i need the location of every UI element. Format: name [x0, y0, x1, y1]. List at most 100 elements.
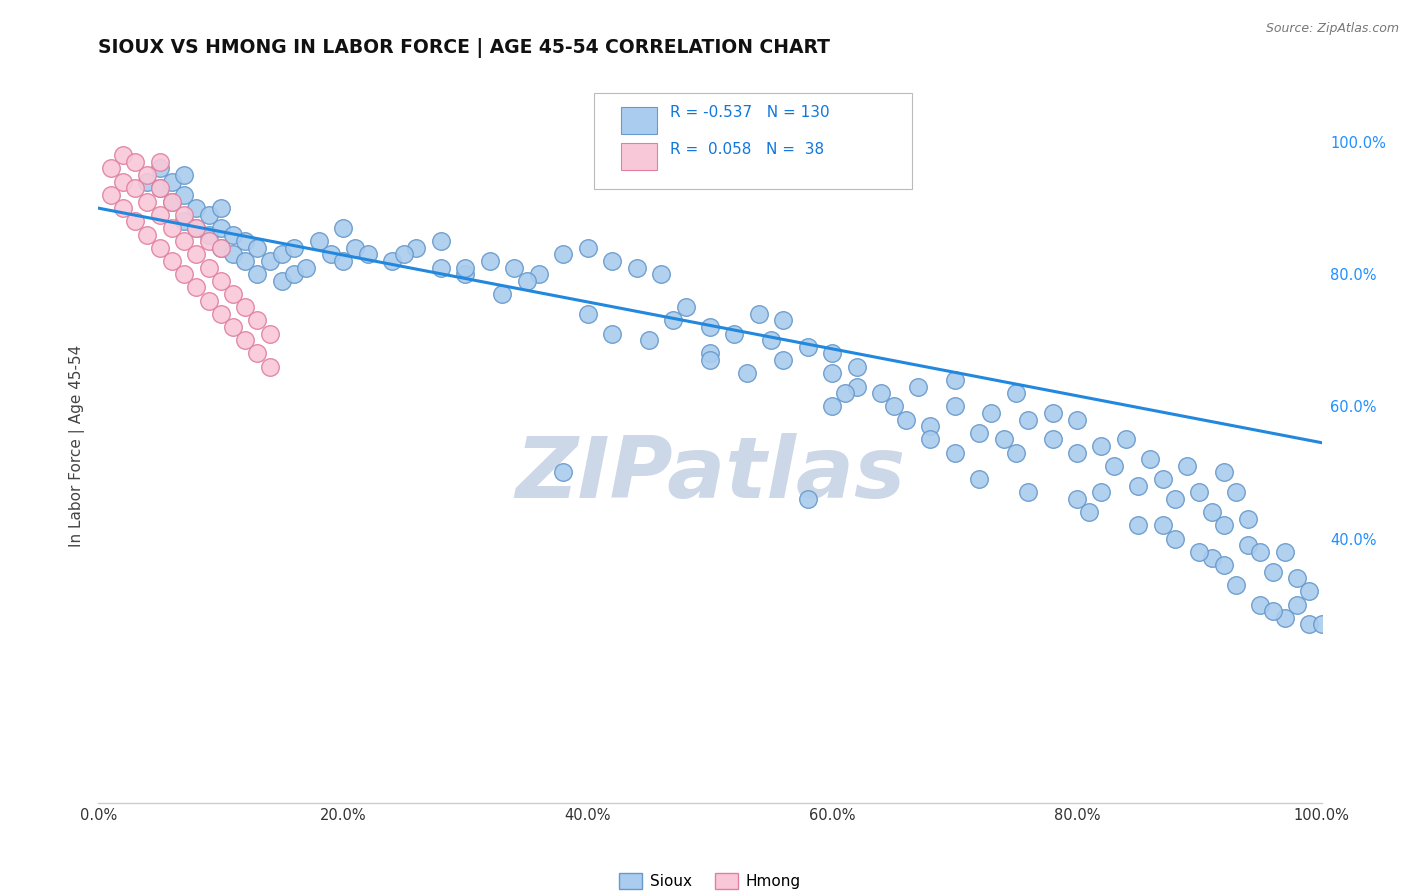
Point: [197, 293, 219, 308]
Point: [233, 333, 256, 347]
Point: [1164, 532, 1187, 546]
Point: [967, 472, 990, 486]
Point: [149, 154, 172, 169]
Point: [186, 201, 208, 215]
Point: [259, 359, 281, 374]
Point: [1017, 412, 1039, 426]
Point: [186, 280, 208, 294]
Point: [124, 154, 146, 169]
Point: [527, 267, 550, 281]
Point: [149, 241, 172, 255]
Point: [553, 247, 575, 261]
Point: [173, 168, 195, 182]
Point: [772, 313, 794, 327]
Point: [699, 320, 721, 334]
Point: [1175, 458, 1198, 473]
Point: [1212, 558, 1234, 572]
Point: [662, 313, 685, 327]
Point: [1115, 433, 1137, 447]
Point: [233, 300, 256, 314]
Point: [209, 241, 232, 255]
Point: [430, 234, 453, 248]
Point: [100, 161, 122, 176]
Point: [233, 254, 256, 268]
Point: [1152, 518, 1174, 533]
Point: [160, 221, 183, 235]
Y-axis label: In Labor Force | Age 45-54: In Labor Force | Age 45-54: [69, 345, 84, 547]
Point: [515, 274, 537, 288]
Point: [454, 260, 477, 275]
Point: [197, 208, 219, 222]
Point: [124, 181, 146, 195]
Point: [160, 194, 183, 209]
Point: [943, 373, 966, 387]
Point: [136, 194, 159, 209]
Point: [209, 221, 232, 235]
Point: [1139, 452, 1161, 467]
Bar: [620, 107, 658, 134]
Point: [675, 300, 697, 314]
Point: [136, 227, 159, 242]
Point: [920, 419, 942, 434]
Point: [209, 241, 232, 255]
Point: [173, 214, 195, 228]
Point: [980, 406, 1002, 420]
Point: [233, 234, 256, 248]
Point: [967, 425, 990, 440]
Point: [553, 466, 575, 480]
Point: [209, 201, 232, 215]
Point: [1066, 491, 1088, 506]
Point: [283, 241, 305, 255]
Point: [173, 234, 195, 248]
Point: [319, 247, 342, 261]
Point: [1237, 511, 1260, 525]
Point: [149, 161, 172, 176]
Point: [160, 175, 183, 189]
Point: [259, 254, 281, 268]
Point: [797, 340, 820, 354]
Point: [246, 313, 269, 327]
Point: [173, 208, 195, 222]
Point: [1004, 445, 1026, 459]
Point: [1249, 545, 1271, 559]
Point: [761, 333, 783, 347]
FancyBboxPatch shape: [593, 93, 912, 189]
Point: [1310, 617, 1333, 632]
Point: [735, 367, 758, 381]
Point: [392, 247, 416, 261]
Point: [1261, 565, 1284, 579]
Point: [111, 201, 134, 215]
Point: [870, 386, 893, 401]
Point: [1128, 518, 1150, 533]
Point: [197, 260, 219, 275]
Point: [797, 491, 820, 506]
Point: [356, 247, 378, 261]
Point: [1090, 439, 1112, 453]
Point: [821, 400, 844, 414]
Point: [491, 287, 513, 301]
Point: [1212, 466, 1234, 480]
Point: [920, 433, 942, 447]
Point: [1212, 518, 1234, 533]
Point: [209, 307, 232, 321]
Point: [626, 260, 648, 275]
Point: [1249, 598, 1271, 612]
Text: SIOUX VS HMONG IN LABOR FORCE | AGE 45-54 CORRELATION CHART: SIOUX VS HMONG IN LABOR FORCE | AGE 45-5…: [98, 38, 831, 58]
Point: [111, 175, 134, 189]
Point: [943, 445, 966, 459]
Point: [1042, 433, 1064, 447]
Point: [1225, 578, 1247, 592]
Point: [405, 241, 427, 255]
Point: [222, 320, 245, 334]
Point: [381, 254, 404, 268]
Point: [1017, 485, 1039, 500]
Point: [246, 267, 269, 281]
Point: [834, 386, 856, 401]
Point: [699, 353, 721, 368]
Point: [1286, 598, 1309, 612]
Point: [1298, 617, 1320, 632]
Point: [344, 241, 367, 255]
Point: [883, 400, 905, 414]
Point: [1201, 505, 1223, 519]
Point: [136, 168, 159, 182]
